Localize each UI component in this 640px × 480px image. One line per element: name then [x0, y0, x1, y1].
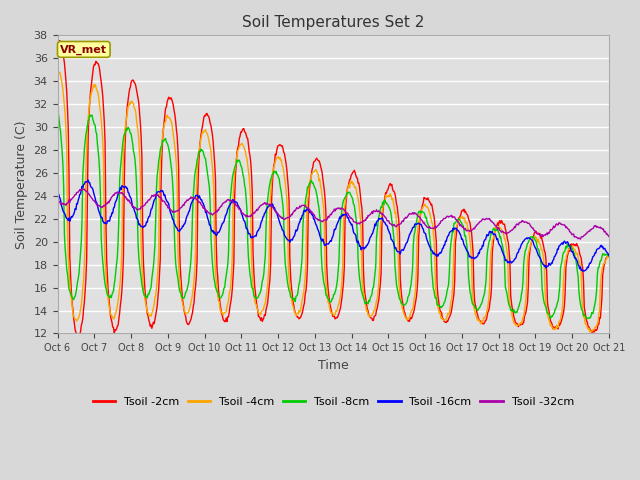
Tsoil -2cm	[74, 334, 81, 340]
Tsoil -2cm	[54, 42, 61, 48]
Tsoil -4cm	[177, 282, 184, 288]
Tsoil -4cm	[400, 312, 408, 317]
Line: Tsoil -16cm: Tsoil -16cm	[58, 180, 609, 271]
Tsoil -32cm	[121, 194, 129, 200]
Tsoil -2cm	[178, 286, 186, 292]
Tsoil -4cm	[605, 254, 612, 260]
Tsoil -2cm	[402, 313, 410, 319]
Line: Tsoil -8cm: Tsoil -8cm	[58, 109, 609, 319]
X-axis label: Time: Time	[318, 359, 349, 372]
Tsoil -8cm	[63, 271, 71, 276]
Tsoil -8cm	[417, 208, 424, 214]
Line: Tsoil -2cm: Tsoil -2cm	[58, 41, 609, 337]
Tsoil -16cm	[206, 222, 214, 228]
Tsoil -8cm	[120, 132, 128, 137]
Tsoil -32cm	[177, 205, 185, 211]
Tsoil -2cm	[207, 122, 214, 128]
Line: Tsoil -4cm: Tsoil -4cm	[58, 70, 609, 332]
Tsoil -16cm	[121, 184, 129, 190]
Tsoil -32cm	[401, 216, 409, 221]
Tsoil -16cm	[63, 216, 71, 222]
Tsoil -32cm	[605, 234, 612, 240]
Tsoil -2cm	[56, 38, 63, 44]
Title: Soil Temperatures Set 2: Soil Temperatures Set 2	[242, 15, 424, 30]
Tsoil -8cm	[400, 303, 408, 309]
Tsoil -16cm	[401, 244, 409, 250]
Tsoil -4cm	[120, 138, 128, 144]
Tsoil -4cm	[63, 228, 71, 234]
Tsoil -16cm	[84, 177, 92, 183]
Line: Tsoil -32cm: Tsoil -32cm	[58, 189, 609, 239]
Tsoil -8cm	[605, 253, 612, 259]
Tsoil -16cm	[54, 189, 61, 194]
Tsoil -2cm	[65, 126, 72, 132]
Legend: Tsoil -2cm, Tsoil -4cm, Tsoil -8cm, Tsoil -16cm, Tsoil -32cm: Tsoil -2cm, Tsoil -4cm, Tsoil -8cm, Tsoi…	[88, 393, 578, 411]
Tsoil -4cm	[417, 212, 424, 217]
Tsoil -8cm	[54, 107, 61, 112]
Tsoil -16cm	[605, 253, 612, 259]
Tsoil -2cm	[605, 252, 612, 258]
Tsoil -8cm	[177, 289, 184, 295]
Tsoil -32cm	[54, 198, 61, 204]
Tsoil -32cm	[63, 200, 71, 206]
Tsoil -32cm	[206, 211, 214, 217]
Tsoil -32cm	[417, 216, 425, 222]
Tsoil -16cm	[417, 221, 425, 227]
Tsoil -16cm	[177, 226, 185, 232]
Tsoil -4cm	[586, 329, 593, 335]
Tsoil -32cm	[577, 236, 584, 242]
Tsoil -2cm	[418, 206, 426, 212]
Tsoil -32cm	[81, 186, 88, 192]
Text: VR_met: VR_met	[60, 44, 108, 55]
Tsoil -8cm	[584, 316, 591, 322]
Y-axis label: Soil Temperature (C): Soil Temperature (C)	[15, 120, 28, 249]
Tsoil -2cm	[122, 125, 130, 131]
Tsoil -16cm	[579, 268, 587, 274]
Tsoil -8cm	[205, 184, 213, 190]
Tsoil -4cm	[54, 67, 61, 72]
Tsoil -4cm	[205, 140, 213, 146]
